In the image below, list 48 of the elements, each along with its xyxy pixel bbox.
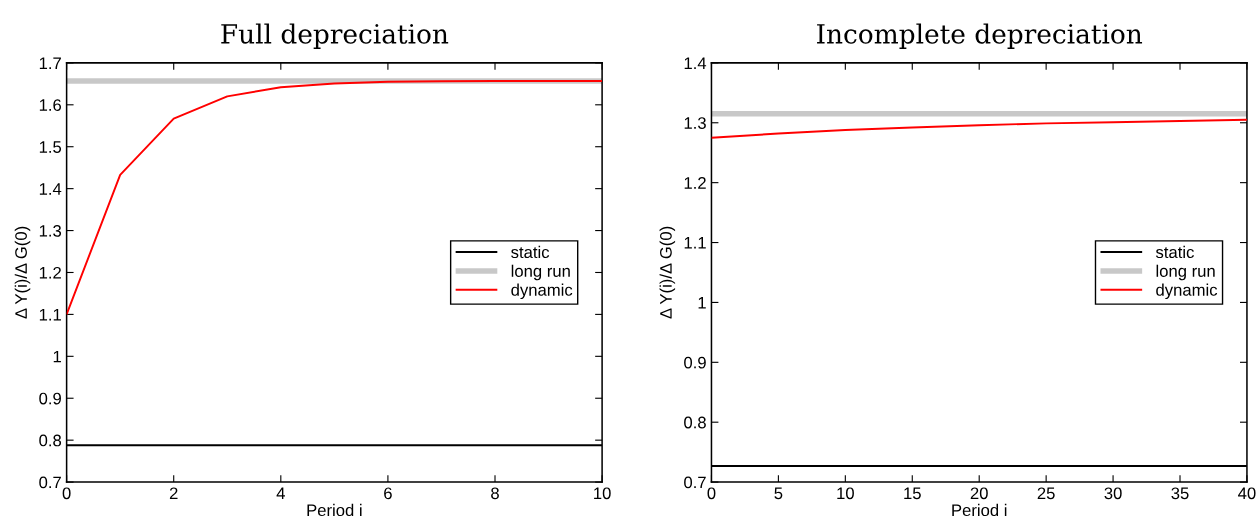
y-tick-label: 0.7	[684, 476, 706, 489]
x-tick-label: 25	[1037, 487, 1055, 500]
y-tick-label: 1.4	[684, 57, 707, 69]
y-tick-label: 1.3	[39, 224, 62, 237]
line-series	[66, 79, 603, 316]
x-tick-label: 20	[970, 487, 988, 500]
y-tick-label: 1.6	[39, 99, 62, 111]
y-tick-label: 1	[53, 350, 61, 363]
x-tick-label: 0	[707, 487, 716, 500]
y-tick-label: 0.9	[39, 392, 61, 405]
x-tick-label: 35	[1171, 487, 1189, 500]
x-tick-label: 10	[594, 487, 611, 500]
y-tick-label: 0.8	[39, 434, 62, 447]
legend-label: dynamic	[511, 283, 573, 300]
y-tick-label: 0.9	[684, 356, 706, 369]
y-tick-label: 1	[698, 297, 706, 309]
y-tick-label: 1.5	[39, 141, 62, 153]
x-tick-label: 15	[904, 487, 921, 500]
y-axis-title: Δ Y(i)/Δ G(0)	[14, 226, 31, 319]
legend-label: dynamic	[1156, 283, 1218, 300]
x-tick-label: 40	[1238, 487, 1256, 500]
x-tick-label: 10	[837, 487, 854, 500]
x-tick-label: 4	[276, 487, 285, 500]
legend-label: static	[1155, 245, 1194, 259]
chart-title: Full depreciation	[221, 23, 449, 49]
x-tick-label: 8	[491, 487, 499, 500]
y-tick-label: 1.4	[39, 183, 62, 195]
x-axis-title: Period i	[307, 503, 362, 517]
y-tick-label: 1.2	[39, 266, 61, 279]
y-tick-label: 1.1	[684, 237, 706, 249]
y-tick-label: 0.8	[684, 416, 706, 429]
legend-label: static	[511, 245, 550, 259]
legend-label: long run	[511, 264, 570, 281]
x-tick-label: 6	[384, 487, 392, 500]
y-tick-label: 1.1	[39, 308, 61, 321]
y-tick-label: 0.7	[39, 476, 61, 489]
y-tick-label: 1.2	[684, 177, 706, 189]
line-series	[711, 118, 1247, 139]
chart-title: Incomplete depreciation	[817, 23, 1143, 49]
x-tick-label: 30	[1104, 487, 1122, 500]
x-tick-label: 0	[62, 487, 71, 500]
y-axis-title: Δ Y(i)/Δ G(0)	[659, 226, 676, 319]
x-axis-title: Period i	[952, 503, 1007, 517]
x-tick-label: 5	[774, 487, 783, 500]
y-tick-label: 1.3	[684, 117, 706, 129]
legend-label: long run	[1156, 264, 1215, 281]
y-tick-label: 1.7	[39, 57, 61, 69]
x-tick-label: 2	[169, 487, 178, 500]
